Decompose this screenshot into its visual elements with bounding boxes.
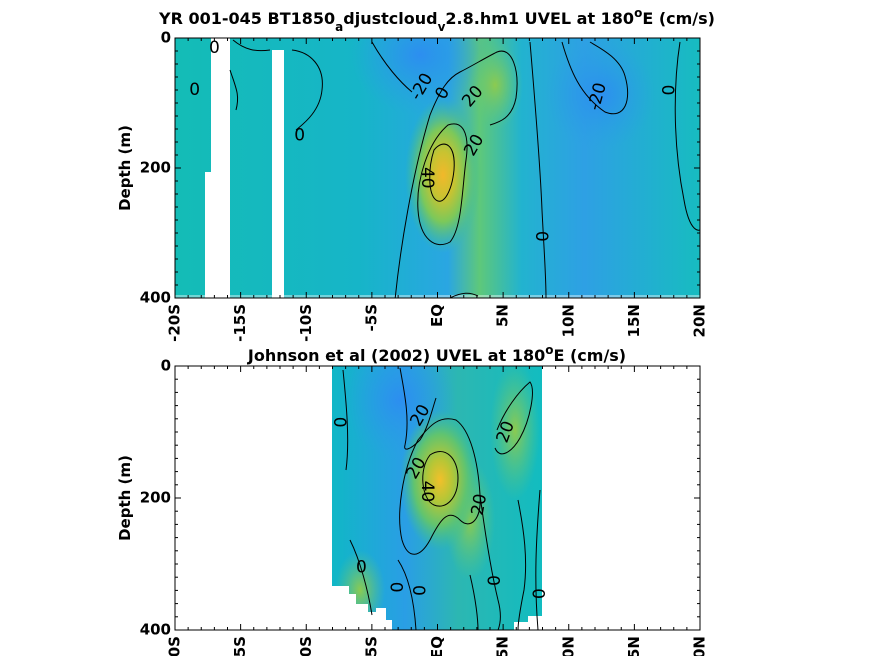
lower-contour-line (469, 574, 479, 630)
lower-contour-label: 0 (356, 557, 367, 577)
upper-contour-line (674, 41, 700, 231)
lower-missing-data-region (332, 586, 392, 630)
upper-subsurface-flow-zone (467, 40, 523, 130)
upper-x-tick-label: -5S (362, 304, 380, 331)
upper-chart-title: YR 001-045 BT1850adjustcloudv2.8.hm1 UVE… (158, 6, 715, 34)
upper-westward-current-zone-east (545, 40, 655, 150)
upper-x-tick-label: -20S (166, 304, 184, 342)
lower-undercurrent-core (400, 410, 480, 550)
upper-contour-line (229, 69, 239, 111)
upper-x-tick-label: 10N (559, 304, 577, 337)
upper-x-tick-label: 20N (691, 304, 709, 337)
upper-x-tick-label: EQ (428, 304, 446, 327)
upper-contour-label: 0 (189, 80, 200, 100)
upper-x-tick-label: -15S (231, 304, 249, 342)
lower-contour-line (399, 367, 437, 450)
upper-contour-label: 0 (294, 126, 305, 146)
lower-contour-line (479, 494, 501, 630)
upper-contour-lines (229, 39, 700, 298)
lower-subsurface-flow-zone (490, 366, 540, 500)
svg-text:Johnson et al (2002) UVEL at 1: Johnson et al (2002) UVEL at 180oE (cm/s… (247, 343, 626, 365)
lower-contour-lines (342, 367, 541, 630)
upper-contour-line (429, 143, 455, 202)
lower-contour-label: 0 (386, 582, 406, 593)
lower-missing-data-region (514, 616, 542, 630)
upper-chart-panel: YR 001-045 BT1850adjustcloudv2.8.hm1 UVE… (116, 6, 715, 342)
upper-y-tick-label: 200 (140, 159, 171, 177)
upper-contour-label: 0 (209, 38, 220, 58)
upper-contour-line (529, 41, 547, 298)
lower-x-tick-label: 15N (625, 636, 643, 656)
upper-contour-label: 40 (417, 167, 437, 189)
lower-contour-label: 0 (483, 575, 503, 586)
lower-y-tick-label: 200 (140, 489, 171, 507)
upper-westward-current-zone (350, 38, 490, 115)
upper-contour-line (394, 50, 518, 298)
upper-y-tick-label: 0 (161, 29, 171, 47)
upper-y-axis-label: Depth (m) (116, 125, 134, 211)
lower-contour-label: 0 (408, 585, 428, 596)
upper-contour-line (561, 41, 629, 115)
upper-contour-line (417, 123, 468, 246)
upper-missing-data-strip (211, 38, 230, 298)
upper-contour-label: 0 (531, 231, 551, 242)
lower-x-tick-label: 5S (362, 636, 380, 656)
lower-contour-line (342, 369, 349, 471)
lower-x-tick-label: EQ (428, 636, 446, 656)
lower-y-tick-label: 400 (140, 621, 171, 639)
upper-x-tick-label: 15N (625, 304, 643, 337)
upper-missing-data-strip (272, 50, 284, 298)
lower-chart-title: Johnson et al (2002) UVEL at 180oE (cm/s… (247, 343, 626, 365)
upper-x-tick-label: -10S (297, 304, 315, 342)
lower-contour-label: 0 (329, 417, 349, 428)
lower-contour-line (422, 451, 459, 507)
upper-contour-line (371, 41, 413, 93)
upper-heatmap-field (175, 38, 700, 298)
lower-x-tick-label: 15S (231, 636, 249, 656)
lower-contour-line (349, 539, 373, 616)
upper-undercurrent-core (405, 97, 481, 253)
lower-contour-line (535, 489, 541, 630)
upper-contour-line (449, 292, 479, 298)
lower-x-tick-label: 20S (166, 636, 184, 656)
lower-x-tick-label: 20N (691, 636, 709, 656)
lower-contour-line (399, 418, 481, 555)
lower-x-tick-label: 10S (297, 636, 315, 656)
lower-contour-label: 40 (417, 481, 437, 503)
lower-contour-label: 20 (468, 492, 491, 517)
upper-missing-data-strip (205, 172, 215, 298)
lower-contour-label: 0 (527, 588, 547, 599)
svg-text:YR 001-045 BT1850adjustcloudv2: YR 001-045 BT1850adjustcloudv2.8.hm1 UVE… (158, 6, 715, 34)
upper-y-tick-label: 400 (140, 289, 171, 307)
lower-y-tick-label: 0 (161, 357, 171, 375)
lower-chart-panel: Johnson et al (2002) UVEL at 180oE (cm/s… (116, 343, 709, 656)
upper-contour-line (232, 39, 271, 52)
upper-contour-line (291, 49, 323, 131)
upper-x-tick-label: 5N (494, 304, 512, 327)
lower-contour-line (517, 499, 527, 630)
lower-contour-line (397, 559, 417, 630)
lower-contour-line (494, 381, 533, 455)
lower-x-tick-label: 10N (559, 636, 577, 656)
lower-y-axis-label: Depth (m) (116, 455, 134, 541)
upper-contour-label: 0 (657, 85, 677, 96)
lower-x-tick-label: 5N (494, 636, 512, 656)
